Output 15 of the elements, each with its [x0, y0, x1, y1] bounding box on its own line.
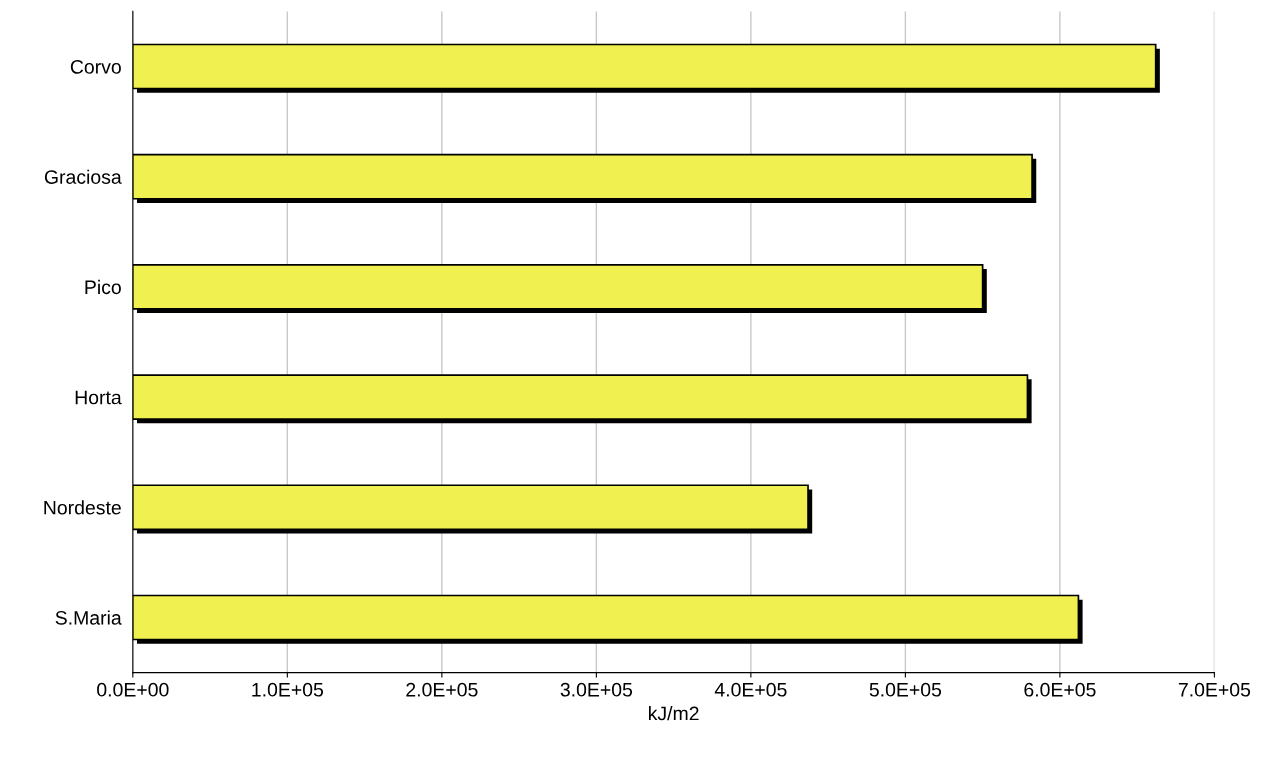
x-tick-label: 1.0E+05 — [252, 682, 324, 697]
x-tick-label: 2.0E+05 — [406, 682, 478, 697]
y-tick-label: Horta — [75, 390, 122, 405]
y-tick-label: Nordeste — [44, 500, 121, 515]
y-tick-label: Pico — [85, 279, 121, 295]
x-tick-label: 7.0E+05 — [1178, 682, 1251, 697]
x-tick-label: 4.0E+05 — [714, 682, 787, 697]
x-tick-label: 3.0E+05 — [560, 682, 633, 697]
y-tick-label: Corvo — [70, 59, 121, 74]
x-tick-label: 0.0E+00 — [97, 682, 169, 697]
x-tick-label: 5.0E+05 — [869, 682, 942, 697]
x-tick-label: 6.0E+05 — [1024, 682, 1096, 697]
y-tick-label: S.Maria — [55, 610, 122, 625]
x-axis-title: kJ/m2 — [648, 706, 699, 721]
y-tick-label: Graciosa — [44, 169, 122, 184]
